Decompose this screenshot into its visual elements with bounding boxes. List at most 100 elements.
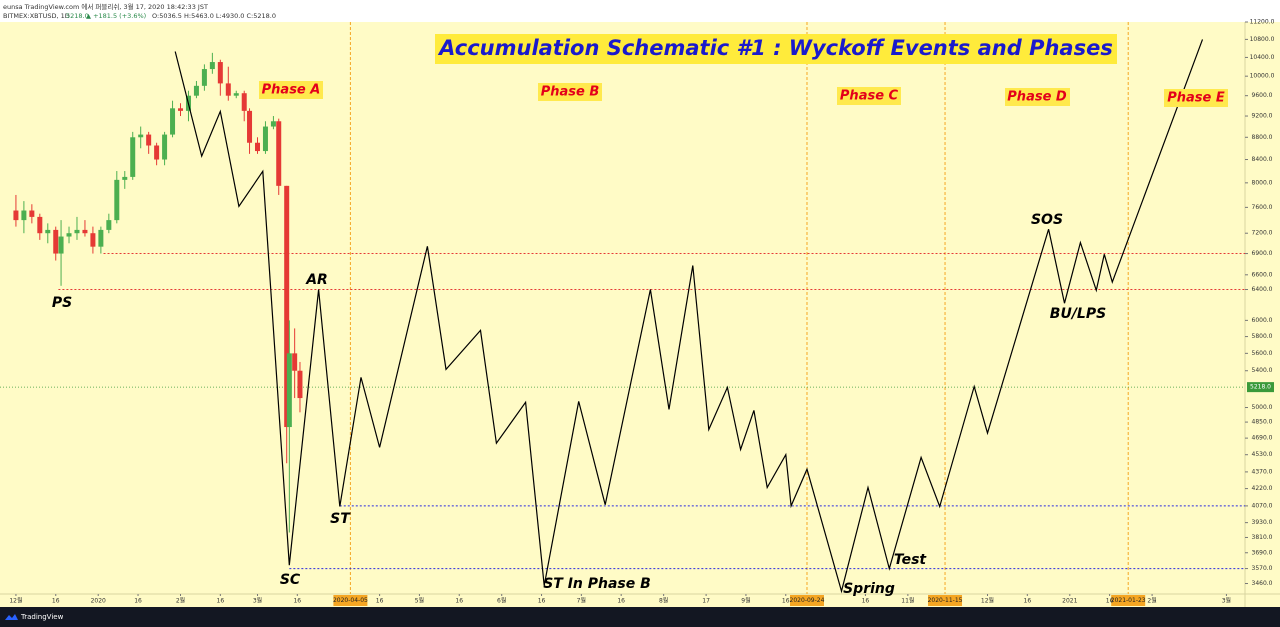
event-label: ST xyxy=(330,511,351,527)
price: 5218.0 xyxy=(66,12,89,20)
candle-body xyxy=(37,216,43,234)
candle-body xyxy=(217,62,223,84)
header-bg xyxy=(0,0,1280,22)
y-tick-label: 5000.0 xyxy=(1252,404,1273,411)
y-tick-label: 4530.0 xyxy=(1252,451,1273,458)
candle-body xyxy=(247,110,253,143)
date-highlight xyxy=(789,595,824,606)
y-tick-label: 7200.0 xyxy=(1252,230,1273,237)
date-highlight-label: 2020-09-24 xyxy=(790,597,825,604)
x-tick-label: 16 xyxy=(862,598,870,605)
x-tick-label: 16 xyxy=(782,598,790,605)
x-tick-label: 12월 xyxy=(9,597,22,605)
candle-body xyxy=(162,134,168,160)
y-tick-label: 6900.0 xyxy=(1252,250,1273,257)
candle-body xyxy=(201,69,207,86)
y-tick-label: 10400.0 xyxy=(1250,54,1275,61)
x-tick-label: 7월 xyxy=(577,597,586,605)
candle-body xyxy=(178,108,184,111)
candle-body xyxy=(138,134,144,138)
x-tick-label: 2020 xyxy=(91,598,106,605)
symbol: BITMEX:XBTUSD, 1D xyxy=(3,12,70,20)
footer-bar xyxy=(0,607,1280,627)
ohlc: O:5036.5 H:5463.0 L:4930.0 C:5218.0 xyxy=(152,12,276,20)
candle-body xyxy=(45,229,51,234)
y-tick-label: 4070.0 xyxy=(1252,502,1273,509)
y-tick-label: 7600.0 xyxy=(1252,204,1273,211)
candle-body xyxy=(21,210,27,221)
phase-bg xyxy=(1164,89,1228,107)
y-tick-label: 8000.0 xyxy=(1252,179,1273,186)
x-tick-label: 2월 xyxy=(1147,597,1156,605)
x-tick-label: 3월 xyxy=(1222,597,1231,605)
y-tick-label: 6000.0 xyxy=(1252,317,1273,324)
x-tick-label: 2월 xyxy=(176,597,185,605)
y-tick-label: 8400.0 xyxy=(1252,156,1273,163)
candle-body xyxy=(13,210,19,221)
y-tick-label: 9600.0 xyxy=(1252,92,1273,99)
x-tick-label: 16 xyxy=(538,598,546,605)
phase-label: Phase E xyxy=(1167,91,1225,106)
candle-body xyxy=(130,137,136,177)
date-highlight xyxy=(928,595,963,606)
y-tick-label: 10000.0 xyxy=(1250,73,1275,80)
phase-label: Phase D xyxy=(1007,90,1067,105)
y-tick-label: 5800.0 xyxy=(1252,333,1273,340)
y-tick-label: 8800.0 xyxy=(1252,134,1273,141)
y-tick-label: 4220.0 xyxy=(1252,485,1273,492)
logo xyxy=(5,614,18,620)
y-tick-label: 5400.0 xyxy=(1252,367,1273,374)
candle-body xyxy=(254,142,260,152)
event-label: PS xyxy=(52,295,72,311)
date-highlight-label: 2021-01-23 xyxy=(1111,597,1146,604)
y-tick-label: 6600.0 xyxy=(1252,271,1273,278)
phase-label: Phase A xyxy=(262,83,321,98)
phase-label: Phase B xyxy=(541,85,600,100)
candle-body xyxy=(98,229,104,247)
x-tick-label: 16 xyxy=(1106,598,1114,605)
y-tick-label: 5600.0 xyxy=(1252,350,1273,357)
candle-body xyxy=(106,220,112,230)
y-tick-label: 9200.0 xyxy=(1252,113,1273,120)
x-tick-label: 16 xyxy=(1024,598,1032,605)
footer-brand: TradingView xyxy=(20,613,64,621)
x-tick-label: 5월 xyxy=(415,597,424,605)
y-tick-label: 3460.0 xyxy=(1252,580,1273,587)
phase-bg xyxy=(259,81,323,99)
candle-body xyxy=(154,145,160,160)
x-tick-label: 8월 xyxy=(659,597,668,605)
x-tick-label: 16 xyxy=(217,598,225,605)
candle-body xyxy=(53,229,59,254)
candle-body xyxy=(90,233,96,247)
y-tick-label: 3570.0 xyxy=(1252,565,1273,572)
candle-body xyxy=(241,93,247,111)
candle-body xyxy=(193,85,199,96)
candle-body xyxy=(233,93,239,96)
x-tick-label: 2021 xyxy=(1062,598,1077,605)
x-tick-label: 11월 xyxy=(901,597,914,605)
candle-body xyxy=(297,370,303,399)
x-tick-label: 6월 xyxy=(497,597,506,605)
candle-body xyxy=(29,210,35,217)
candle-body xyxy=(66,233,72,237)
y-tick-label: 3810.0 xyxy=(1252,534,1273,541)
title-bg xyxy=(435,34,1117,64)
chart-title: Accumulation Schematic #1 : Wyckoff Even… xyxy=(437,36,1113,60)
event-label: AR xyxy=(305,272,328,288)
x-tick-label: 16 xyxy=(134,598,142,605)
x-tick-label: 16 xyxy=(455,598,463,605)
date-highlight xyxy=(333,595,368,606)
event-label: Spring xyxy=(843,581,895,597)
plot xyxy=(0,22,1245,594)
x-tick-label: 3월 xyxy=(253,597,262,605)
x-tick-label: 16 xyxy=(293,598,301,605)
last-price-box xyxy=(1247,382,1274,393)
candle-body xyxy=(114,179,120,221)
candle-body xyxy=(58,236,64,254)
candle-body xyxy=(292,353,298,371)
candle-body xyxy=(286,353,292,428)
y-tick-label: 11200.0 xyxy=(1250,19,1275,26)
last-price-label: 5218.0 xyxy=(1250,384,1271,391)
x-tick-label: 17 xyxy=(702,598,710,605)
